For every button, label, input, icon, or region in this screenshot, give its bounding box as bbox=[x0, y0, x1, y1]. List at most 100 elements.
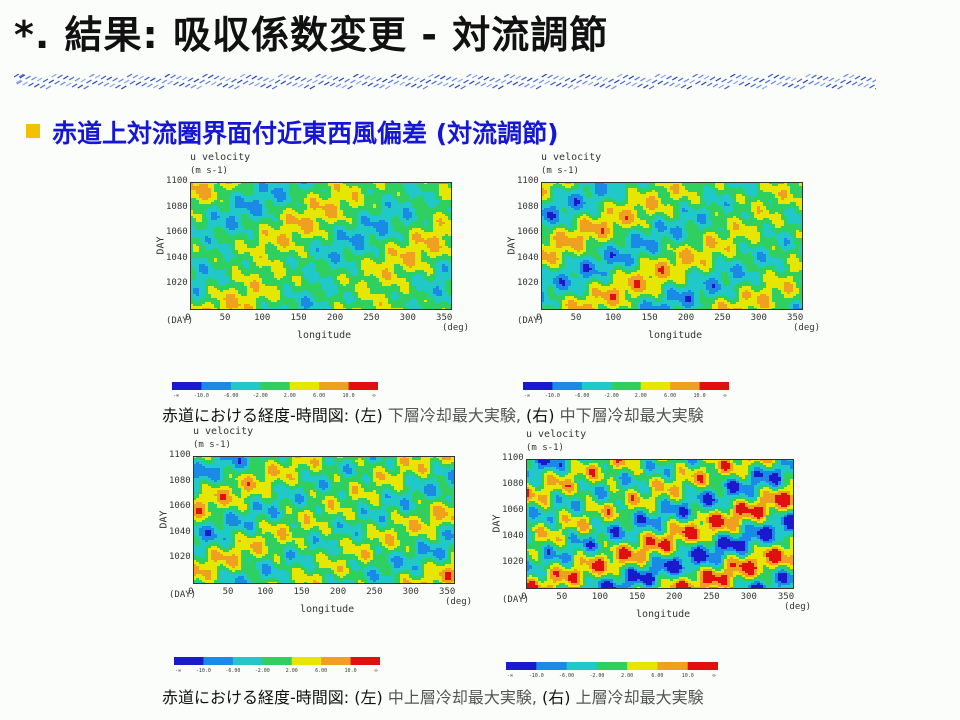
heatmap-cell bbox=[223, 268, 227, 271]
heatmap-cell bbox=[406, 236, 410, 239]
heatmap-cell bbox=[325, 204, 329, 207]
heatmap-cell bbox=[385, 254, 389, 257]
heatmap-cell bbox=[295, 292, 299, 295]
heatmap-cell bbox=[313, 234, 317, 237]
heatmap-cell bbox=[331, 228, 335, 231]
heatmap-cell bbox=[220, 286, 224, 289]
heatmap-cell bbox=[193, 202, 197, 205]
heatmap-cell bbox=[328, 206, 332, 209]
heatmap-cell bbox=[253, 274, 257, 277]
heatmap-cell bbox=[412, 250, 416, 253]
heatmap-cell bbox=[307, 258, 311, 261]
heatmap-cell bbox=[331, 268, 335, 271]
heatmap-cell bbox=[358, 258, 362, 261]
heatmap-cell bbox=[289, 268, 293, 271]
heatmap-cell bbox=[262, 290, 266, 293]
heatmap-cell bbox=[265, 224, 269, 227]
heatmap-cell bbox=[277, 196, 281, 199]
heatmap-cell bbox=[211, 214, 215, 217]
heatmap-cell bbox=[418, 286, 422, 289]
heatmap-cell bbox=[376, 182, 380, 185]
heatmap-cell bbox=[193, 206, 197, 209]
heatmap-cell bbox=[346, 268, 350, 271]
heatmap-cell bbox=[352, 238, 356, 241]
heatmap-cell bbox=[250, 190, 254, 193]
heatmap-cell bbox=[358, 234, 362, 237]
heatmap-cell bbox=[436, 250, 440, 253]
heatmap-cell bbox=[277, 204, 281, 207]
heatmap-cell bbox=[304, 228, 308, 231]
heatmap-cell bbox=[346, 186, 350, 189]
heatmap-cell bbox=[223, 182, 227, 185]
heatmap-cell bbox=[316, 232, 320, 235]
heatmap-cell bbox=[283, 292, 287, 295]
heatmap-cell bbox=[397, 232, 401, 235]
heatmap-cell bbox=[196, 232, 200, 235]
heatmap-cell bbox=[412, 260, 416, 263]
heatmap-cell bbox=[439, 244, 443, 247]
heatmap-cell bbox=[295, 288, 299, 291]
heatmap-cell bbox=[340, 244, 344, 247]
heatmap-cell bbox=[262, 228, 266, 231]
heatmap-cell bbox=[265, 200, 269, 203]
heatmap-cell bbox=[199, 262, 203, 265]
heatmap-cell bbox=[364, 244, 368, 247]
heatmap-cell bbox=[424, 286, 428, 289]
heatmap-cell bbox=[448, 232, 452, 235]
heatmap-cell bbox=[343, 260, 347, 263]
heatmap-cell bbox=[382, 254, 386, 257]
heatmap-cell bbox=[244, 194, 248, 197]
heatmap-cell bbox=[211, 234, 215, 237]
heatmap-cell bbox=[208, 210, 212, 213]
heatmap-cell bbox=[445, 188, 449, 191]
heatmap-cell bbox=[199, 272, 203, 275]
heatmap-cell bbox=[229, 234, 233, 237]
heatmap-cell bbox=[244, 228, 248, 231]
heatmap-cell bbox=[343, 294, 347, 297]
heatmap-cell bbox=[352, 218, 356, 221]
heatmap-cell bbox=[277, 228, 281, 231]
heatmap-cell bbox=[412, 196, 416, 199]
heatmap-cell bbox=[430, 266, 434, 269]
heatmap-cell bbox=[298, 274, 302, 277]
heatmap-cell bbox=[235, 270, 239, 273]
heatmap-cell bbox=[238, 240, 242, 243]
heatmap-cell bbox=[190, 258, 194, 261]
heatmap-cell bbox=[280, 264, 284, 267]
heatmap-cell bbox=[301, 228, 305, 231]
heatmap-cell bbox=[421, 252, 425, 255]
heatmap-cell bbox=[223, 216, 227, 219]
heatmap-cell bbox=[334, 290, 338, 293]
heatmap-cell bbox=[424, 224, 428, 227]
heatmap-cell bbox=[334, 248, 338, 251]
heatmap-cell bbox=[274, 254, 278, 257]
heatmap-cell bbox=[313, 274, 317, 277]
heatmap-cell bbox=[283, 224, 287, 227]
heatmap-cell bbox=[208, 212, 212, 215]
heatmap-cell bbox=[217, 210, 221, 213]
heatmap-cell bbox=[271, 268, 275, 271]
heatmap-cell bbox=[190, 190, 194, 193]
heatmap-cell bbox=[310, 240, 314, 243]
heatmap-cell bbox=[229, 254, 233, 257]
heatmap-cell bbox=[214, 240, 218, 243]
heatmap-cell bbox=[337, 212, 341, 215]
heatmap-cell bbox=[223, 294, 227, 297]
heatmap-cell bbox=[382, 280, 386, 283]
heatmap-cell bbox=[376, 204, 380, 207]
heatmap-cell bbox=[397, 248, 401, 251]
heatmap-cell bbox=[448, 292, 452, 295]
heatmap-cell bbox=[289, 262, 293, 265]
heatmap-cell bbox=[379, 226, 383, 229]
heatmap-cell bbox=[439, 280, 443, 283]
heatmap-cell bbox=[214, 268, 218, 271]
heatmap-cell bbox=[328, 256, 332, 259]
heatmap-cell bbox=[367, 230, 371, 233]
heatmap-cell bbox=[322, 244, 326, 247]
heatmap-cell bbox=[361, 210, 365, 213]
heatmap-cell bbox=[325, 268, 329, 271]
heatmap-cell bbox=[250, 192, 254, 195]
heatmap-cell bbox=[397, 202, 401, 205]
heatmap-cell bbox=[262, 210, 266, 213]
heatmap-cell bbox=[232, 214, 236, 217]
